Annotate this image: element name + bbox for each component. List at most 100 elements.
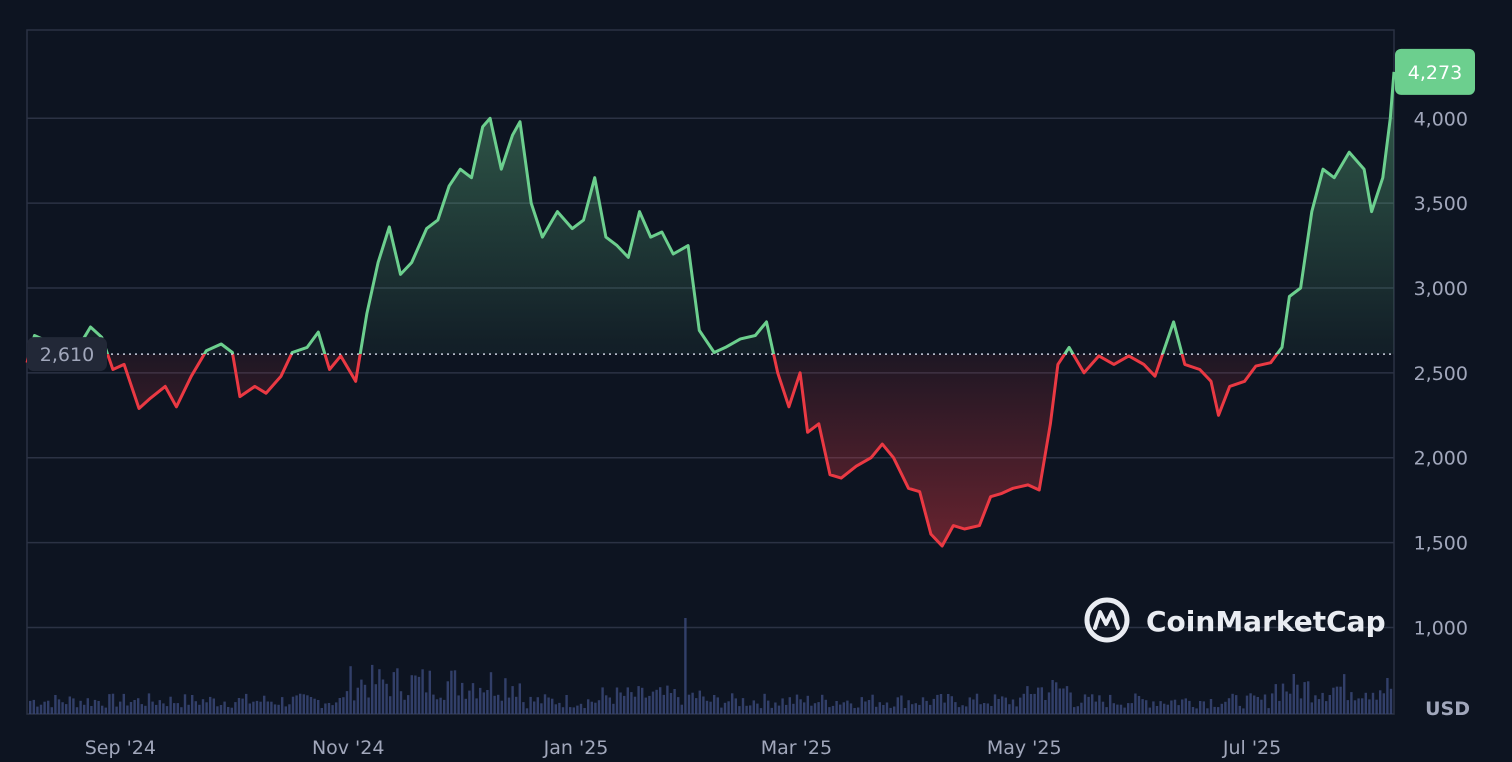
volume-bar [806, 695, 809, 714]
volume-bar [540, 703, 543, 714]
volume-bar [641, 687, 644, 714]
volume-bar [1386, 678, 1389, 714]
volume-bar [691, 692, 694, 714]
volume-bar [950, 696, 953, 714]
volume-bar [1307, 681, 1310, 714]
volume-bar [759, 708, 763, 714]
volume-bar [720, 707, 723, 714]
volume-bar [533, 701, 536, 714]
volume-bar [518, 683, 521, 714]
volume-bar [126, 705, 129, 714]
volume-bar [1184, 698, 1187, 714]
volume-bar [997, 699, 1000, 714]
volume-bar [1310, 702, 1313, 714]
volume-bar [1191, 707, 1195, 714]
volume-bar [619, 692, 622, 714]
volume-bar [695, 698, 698, 714]
volume-bar [1137, 696, 1141, 714]
volume-bar [867, 700, 871, 714]
volume-bar [702, 696, 705, 714]
volume-bar [957, 707, 961, 714]
volume-bar [374, 684, 377, 714]
y-tick-label: 1,000 [1414, 617, 1468, 639]
volume-bar [1155, 706, 1159, 714]
volume-bar [151, 701, 154, 714]
volume-bar [968, 697, 971, 714]
volume-bar [1299, 698, 1303, 714]
volume-bar [673, 689, 676, 714]
volume-bar [338, 698, 341, 714]
volume-bar [363, 684, 367, 714]
volume-bar [857, 707, 860, 714]
volume-bar [839, 704, 842, 714]
volume-bar [1094, 701, 1097, 714]
volume-bar [403, 699, 406, 714]
volume-bar [1238, 705, 1241, 714]
volume-bar [741, 698, 745, 714]
volume-bar [918, 704, 921, 714]
volume-bar [464, 698, 467, 714]
volume-bar [93, 699, 97, 714]
volume-bar [1267, 708, 1270, 714]
volume-bar [1080, 702, 1083, 714]
volume-bar [1328, 695, 1331, 714]
volume-bar [954, 702, 957, 714]
volume-bar [1325, 701, 1328, 714]
x-tick-label: Jan '25 [543, 737, 609, 759]
volume-bar [237, 698, 241, 714]
volume-bar [194, 701, 197, 714]
x-tick-label: Sep '24 [85, 737, 156, 759]
volume-bar [482, 692, 485, 714]
volume-bar [1105, 707, 1108, 714]
volume-bar [911, 704, 914, 714]
volume-bar [284, 706, 287, 714]
price-line-above-reference [27, 71, 1396, 355]
volume-bar [1375, 699, 1378, 714]
volume-bar [277, 704, 280, 714]
volume-bar [201, 699, 205, 714]
volume-bar [1209, 699, 1213, 714]
volume-bar [299, 693, 302, 714]
volume-bar [209, 696, 212, 714]
volume-bar [29, 700, 32, 714]
volume-bar [248, 703, 251, 714]
volume-bar [529, 696, 532, 714]
volume-bar [1069, 692, 1072, 714]
volume-bar [75, 707, 79, 714]
volume-bar [479, 687, 482, 714]
price-line-below-reference [25, 354, 1279, 548]
volume-bar [1098, 695, 1101, 714]
volume-bar [630, 692, 633, 714]
volume-bar [39, 704, 43, 714]
volume-bars [29, 618, 1393, 714]
volume-bar [356, 687, 359, 714]
volume-bar [65, 704, 68, 714]
volume-bar [615, 687, 619, 714]
volume-bar [1022, 693, 1025, 714]
volume-bar [605, 695, 608, 714]
volume-bar [353, 700, 356, 714]
volume-bar [144, 705, 147, 714]
volume-bar [648, 695, 651, 714]
volume-bar [90, 706, 93, 714]
volume-bar [1119, 704, 1123, 714]
volume-bar [1274, 684, 1277, 714]
volume-bar [1317, 699, 1321, 714]
volume-bar [936, 694, 939, 714]
volume-bar [1026, 686, 1029, 714]
area-fill-above-reference [29, 71, 1394, 355]
volume-bar [324, 703, 327, 714]
volume-bar [439, 697, 442, 714]
volume-bar [457, 695, 460, 714]
volume-bar [561, 707, 565, 714]
volume-bar [1263, 694, 1267, 714]
volume-bar [1008, 704, 1011, 714]
volume-bar [57, 699, 61, 714]
reference-value-label: 2,610 [40, 344, 94, 366]
volume-bar [1073, 707, 1076, 714]
volume-bar [875, 706, 878, 714]
volume-bar [680, 704, 683, 714]
volume-bar [291, 696, 295, 714]
volume-bar [475, 698, 478, 714]
volume-bar [774, 702, 777, 714]
